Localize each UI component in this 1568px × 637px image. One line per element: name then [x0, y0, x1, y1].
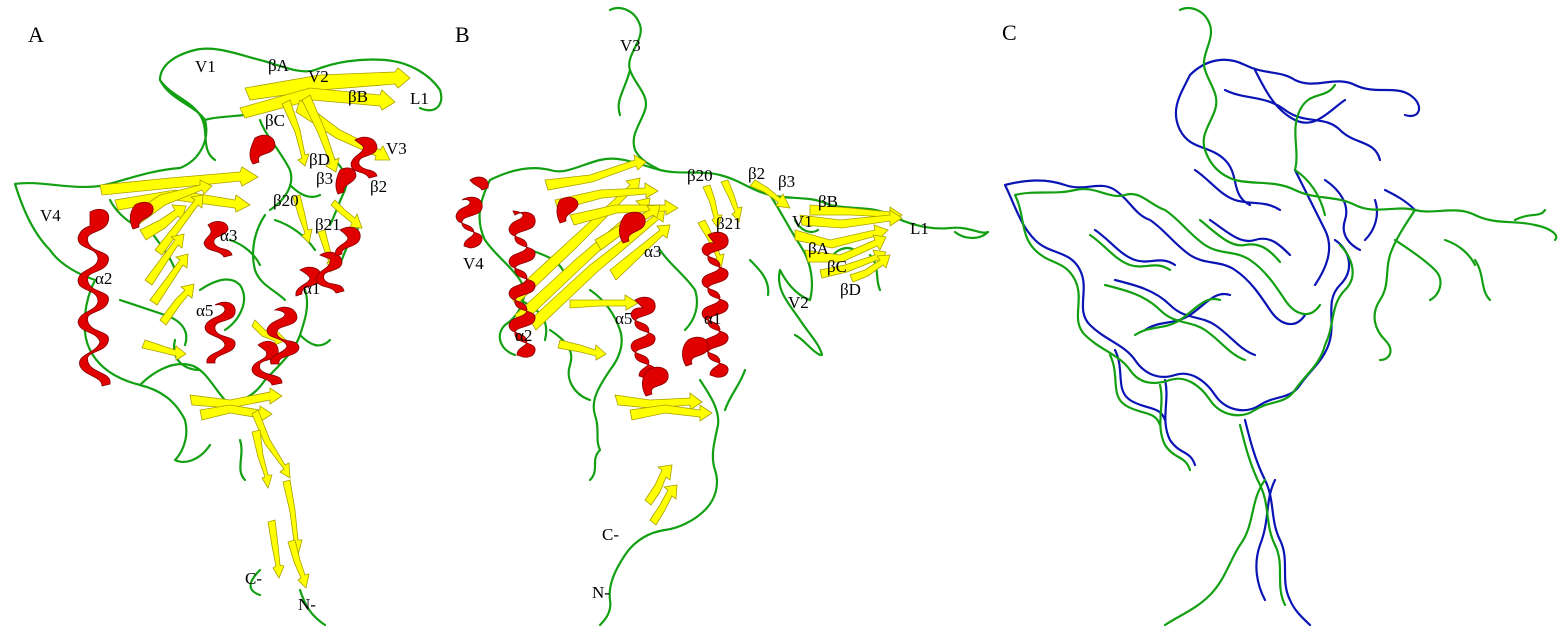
panel-c: C	[995, 0, 1568, 637]
label-alpha-3: α3	[220, 226, 238, 245]
label-beta-20: β20	[273, 191, 299, 210]
label-l1: L1	[910, 219, 929, 238]
label-beta-3: β3	[778, 172, 796, 191]
label-alpha-2: α2	[515, 326, 533, 345]
beta-sheets-b	[509, 154, 903, 526]
structure-overlay-c	[1003, 7, 1558, 627]
panel-letter-c: C	[1002, 20, 1017, 45]
panel-a: A	[0, 0, 470, 637]
label-alpha-1: α1	[704, 309, 722, 328]
protein-structure-a	[13, 47, 443, 627]
protein-structure-b	[455, 7, 990, 627]
panel-letter-a: A	[28, 22, 44, 47]
label-beta-a: βA	[268, 56, 289, 75]
label-alpha-2: α2	[95, 269, 113, 288]
label-v4: V4	[463, 254, 484, 273]
label-v3: V3	[386, 139, 407, 158]
label-beta-d: βD	[840, 280, 861, 299]
overlay-trace-green	[1013, 7, 1558, 627]
label-alpha-3: α3	[644, 242, 662, 261]
label-v2: V2	[308, 67, 329, 86]
label-beta-21: β21	[315, 215, 341, 234]
label-beta-20: β20	[687, 166, 713, 185]
label-beta-b: βB	[348, 87, 368, 106]
label-n-terminus: N-	[298, 595, 316, 614]
label-beta-d: βD	[309, 150, 330, 169]
alpha-helices-a	[77, 134, 378, 387]
label-alpha-5: α5	[196, 301, 214, 320]
panel-b: B	[450, 0, 1010, 637]
label-n-terminus: N-	[592, 583, 610, 602]
coil-a	[13, 47, 443, 627]
label-v1: V1	[792, 212, 813, 231]
label-beta-b: βB	[818, 192, 838, 211]
label-alpha-5: α5	[615, 309, 633, 328]
panel-letter-b: B	[455, 22, 470, 47]
label-v4: V4	[40, 206, 61, 225]
label-beta-c: βC	[265, 111, 285, 130]
alpha-helices-b	[455, 176, 729, 397]
overlay-trace-blue	[1003, 58, 1421, 627]
label-c-terminus: C-	[602, 525, 619, 544]
label-beta-2: β2	[748, 164, 766, 183]
label-v2: V2	[788, 293, 809, 312]
label-l1: L1	[410, 89, 429, 108]
label-beta-2: β2	[370, 177, 388, 196]
coil-b	[478, 7, 990, 627]
label-beta-c: βC	[827, 257, 847, 276]
label-beta-3: β3	[316, 169, 334, 188]
label-beta-a: βA	[808, 239, 829, 258]
label-v3: V3	[620, 36, 641, 55]
label-alpha-1: α1	[303, 279, 321, 298]
label-beta-21: β21	[716, 214, 742, 233]
label-c-terminus: C-	[245, 569, 262, 588]
label-v1: V1	[195, 57, 216, 76]
